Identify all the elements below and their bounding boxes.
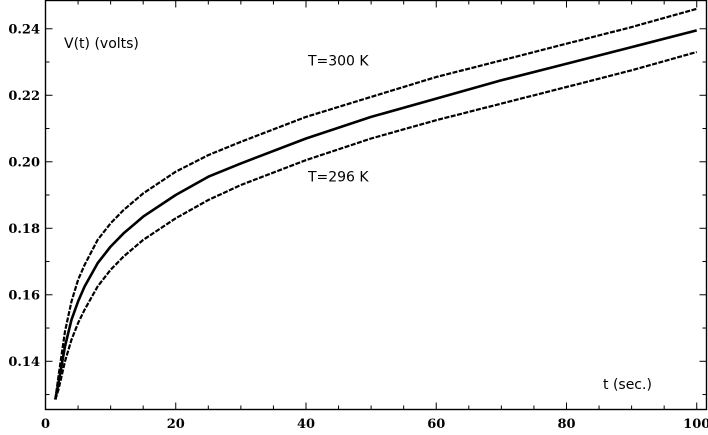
- axis-tick-labels: 0 20 40 60 80 100 0.14 0.16 0.18 0.20 0.22 0.24: [8, 22, 708, 432]
- x-tick-label: 20: [167, 417, 185, 432]
- annotation-label: T=296 K: [307, 170, 369, 186]
- y-axis-label: V(t) (volts): [64, 36, 139, 52]
- y-tick-label: 0.16: [8, 288, 40, 303]
- plot-frame: [44, 0, 708, 411]
- x-tick-label: 40: [297, 417, 315, 432]
- series-lines: [54, 7, 698, 400]
- annotation-label: T=300 K: [307, 53, 369, 69]
- y-tick-label: 0.20: [8, 155, 40, 170]
- series-line-3: [54, 50, 697, 400]
- x-tick-label: 60: [427, 417, 445, 432]
- axis-ticks: [45, 0, 707, 410]
- x-tick-label: 80: [557, 417, 575, 432]
- y-tick-label: 0.14: [8, 355, 40, 370]
- x-axis-label: t (sec.): [603, 377, 652, 393]
- series-line-1: [54, 7, 697, 400]
- y-tick-label: 0.22: [8, 89, 40, 104]
- series-line-2: [54, 29, 698, 400]
- x-tick-label: 0: [41, 417, 50, 432]
- y-tick-label: 0.24: [8, 22, 40, 37]
- annotations: T=300 K T=296 K: [307, 53, 369, 185]
- y-tick-label: 0.18: [8, 222, 40, 237]
- x-tick-label: 100: [683, 417, 708, 432]
